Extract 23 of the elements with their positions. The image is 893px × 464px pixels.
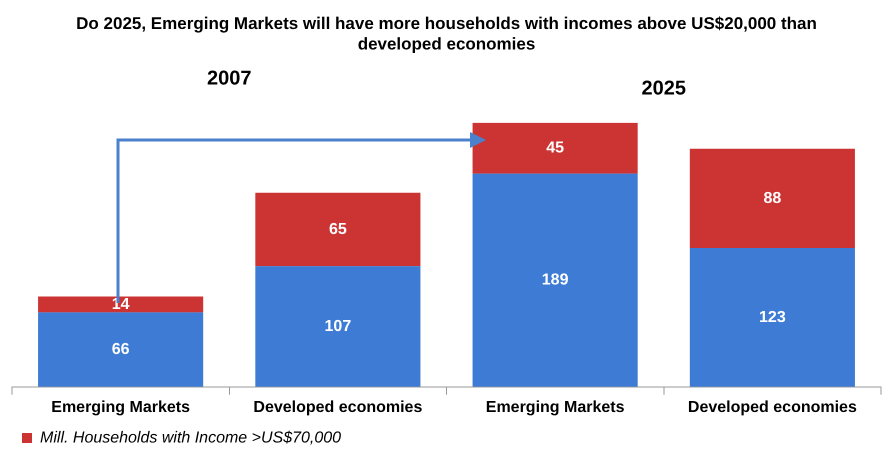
bar <box>38 312 204 387</box>
text: 2025 <box>642 77 686 100</box>
x-tick-label: Emerging Markets <box>51 398 190 416</box>
data-label: 123 <box>759 308 786 326</box>
x-tick-label: Developed economies <box>253 398 422 416</box>
data-label: 107 <box>324 318 352 335</box>
bar <box>690 148 855 248</box>
data-label: 65 <box>328 220 347 238</box>
bar <box>38 296 204 312</box>
x-tick-label: Emerging Markets <box>486 398 625 416</box>
x-tick-label: Developed economies <box>688 398 857 416</box>
text: 2007 <box>207 67 252 90</box>
data-label: 45 <box>546 140 564 157</box>
data-label: 66 <box>112 340 130 358</box>
bar <box>472 122 638 174</box>
bar <box>472 174 638 387</box>
data-label: 189 <box>542 272 569 289</box>
bar <box>255 192 420 266</box>
chart-title: Do 2025, Emerging Markets will have more households with incomes above US$20,000 than developed economies <box>76 14 817 54</box>
bar <box>690 248 855 387</box>
bar <box>255 266 420 387</box>
data-label: 88 <box>763 190 782 207</box>
legend-label: Mill. Households with Income >US$70,000 <box>40 429 342 446</box>
